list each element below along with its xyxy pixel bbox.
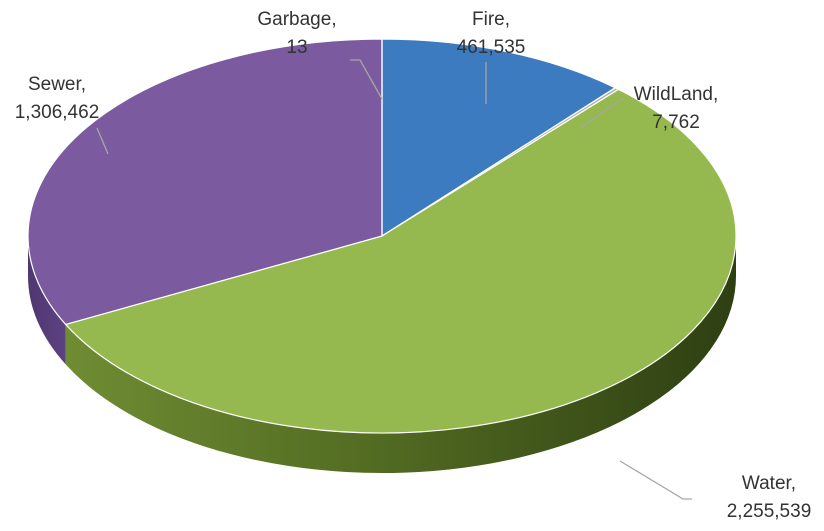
pie-slice-water xyxy=(65,88,737,434)
pie-top-layer xyxy=(27,38,737,434)
pie-side-water xyxy=(65,236,737,473)
leader-lines xyxy=(96,59,692,500)
data-label-value-water: 2,255,539 xyxy=(727,501,812,522)
data-label-name-fire: Fire, xyxy=(472,9,510,30)
data-labels: Fire, 461,535 WildLand, 7,762 Water, 2,255,53… xyxy=(15,9,812,522)
leader-line-water xyxy=(619,460,692,500)
leader-line-wildland xyxy=(579,98,624,129)
data-label-name-sewer: Sewer, xyxy=(28,74,86,95)
data-label-value-garbage: 13 xyxy=(286,37,307,58)
leader-line-garbage xyxy=(350,59,383,100)
data-label-name-water: Water, xyxy=(742,473,796,494)
data-label-value-fire: 461,535 xyxy=(457,37,526,58)
data-label-value-sewer: 1,306,462 xyxy=(15,102,100,123)
data-label-value-wildland: 7,762 xyxy=(652,112,700,133)
data-label-name-garbage: Garbage, xyxy=(257,9,336,30)
pie-slice-sewer xyxy=(27,38,383,326)
leader-line-sewer xyxy=(96,127,109,155)
data-label-name-wildland: WildLand, xyxy=(634,84,719,105)
pie-slice-fire xyxy=(381,38,616,237)
